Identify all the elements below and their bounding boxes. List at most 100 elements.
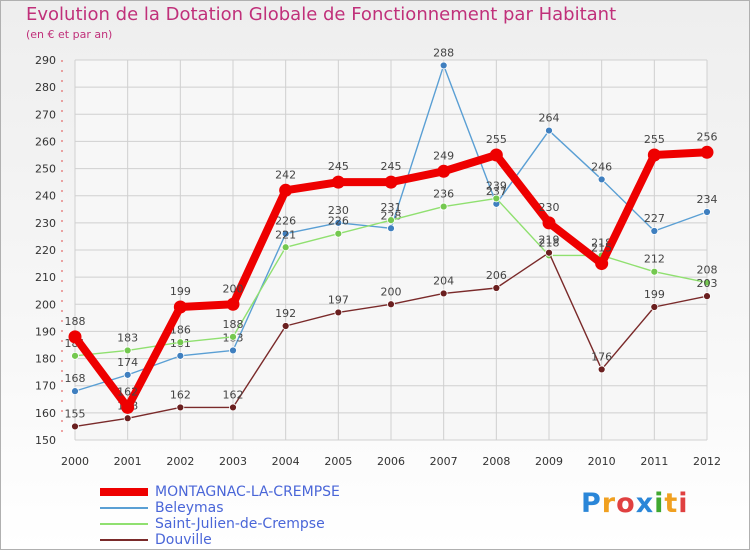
data-point-beleymas xyxy=(545,126,553,135)
data-point-douville xyxy=(545,248,553,257)
data-point-montagnac-la-crempse xyxy=(384,175,398,189)
x-tick-label: 2004 xyxy=(272,455,300,468)
y-tick-label: 250 xyxy=(35,163,56,176)
y-tick-label: 210 xyxy=(35,271,56,284)
logo-letter: i xyxy=(654,488,665,519)
x-tick-label: 2010 xyxy=(588,455,616,468)
data-label-beleymas: 288 xyxy=(433,46,454,59)
data-label-beleymas: 234 xyxy=(697,193,718,206)
logo-letter: i xyxy=(678,488,689,519)
chart-title: Evolution de la Dotation Globale de Fonc… xyxy=(26,4,617,25)
data-label-beleymas: 264 xyxy=(539,112,560,125)
data-point-saint-julien-de-crempse xyxy=(703,278,711,287)
data-point-douville xyxy=(492,284,501,292)
data-label-douville: 200 xyxy=(381,285,402,298)
data-point-beleymas xyxy=(597,175,606,184)
y-tick-label: 220 xyxy=(35,244,56,257)
data-point-beleymas xyxy=(123,370,132,379)
legend-swatch-saint-julien xyxy=(100,523,148,525)
data-label-montagnac-la-crempse: 255 xyxy=(644,133,665,146)
data-point-saint-julien-de-crempse xyxy=(387,216,395,225)
data-label-montagnac-la-crempse: 199 xyxy=(170,285,191,298)
data-label-montagnac-la-crempse: 249 xyxy=(433,149,454,162)
data-point-douville xyxy=(703,292,711,301)
data-point-douville xyxy=(71,422,79,431)
y-tick-label: 180 xyxy=(35,353,56,366)
data-point-montagnac-la-crempse xyxy=(542,216,556,230)
legend-swatch-beleymas xyxy=(100,507,148,509)
data-label-montagnac-la-crempse: 242 xyxy=(275,168,296,181)
logo-letter: o xyxy=(616,488,636,519)
proxiti-logo: Proxiti xyxy=(581,488,689,519)
x-tick-label: 2008 xyxy=(482,455,510,468)
logo-letter: P xyxy=(581,488,602,519)
data-label-saint-julien-de-crempse: 226 xyxy=(328,215,349,228)
data-point-beleymas xyxy=(281,229,290,238)
data-point-montagnac-la-crempse xyxy=(647,148,661,162)
data-label-saint-julien-de-crempse: 231 xyxy=(381,201,402,214)
data-label-douville: 204 xyxy=(433,274,454,287)
data-label-saint-julien-de-crempse: 212 xyxy=(644,253,665,266)
data-point-montagnac-la-crempse xyxy=(437,164,451,178)
data-label-douville: 155 xyxy=(65,407,86,420)
data-point-saint-julien-de-crempse xyxy=(650,267,659,276)
data-point-montagnac-la-crempse xyxy=(331,175,345,189)
legend-label-montagnac: MONTAGNAC-LA-CREMPSE xyxy=(155,484,340,500)
data-label-douville: 206 xyxy=(486,269,507,282)
y-tick-label: 240 xyxy=(35,190,56,203)
data-point-saint-julien-de-crempse xyxy=(281,243,290,252)
data-point-douville xyxy=(281,322,290,330)
data-label-beleymas: 230 xyxy=(328,204,349,217)
data-label-douville: 219 xyxy=(539,234,560,247)
data-point-saint-julien-de-crempse xyxy=(229,332,237,341)
data-point-saint-julien-de-crempse xyxy=(176,338,185,347)
data-label-douville: 176 xyxy=(591,350,612,363)
y-tick-label: 150 xyxy=(35,434,56,447)
data-point-montagnac-la-crempse xyxy=(700,145,714,159)
data-label-douville: 197 xyxy=(328,293,349,306)
data-label-montagnac-la-crempse: 255 xyxy=(486,133,507,146)
data-point-beleymas xyxy=(703,208,711,216)
legend-label-beleymas: Beleymas xyxy=(155,500,224,516)
x-tick-label: 2005 xyxy=(324,455,352,468)
data-point-beleymas xyxy=(71,387,79,396)
y-tick-label: 160 xyxy=(35,407,56,420)
x-tick-label: 2002 xyxy=(166,455,194,468)
data-label-douville: 192 xyxy=(275,307,296,320)
data-label-douville: 203 xyxy=(697,277,718,290)
data-point-saint-julien-de-crempse xyxy=(334,229,343,238)
x-tick-label: 2006 xyxy=(377,455,405,468)
data-point-douville xyxy=(123,414,132,423)
data-point-douville xyxy=(229,403,237,412)
data-label-beleymas: 226 xyxy=(275,215,296,228)
data-point-beleymas xyxy=(334,218,343,227)
data-point-douville xyxy=(597,365,606,374)
x-tick-label: 2011 xyxy=(640,455,668,468)
data-point-douville xyxy=(650,303,659,311)
data-label-saint-julien-de-crempse: 183 xyxy=(117,331,138,344)
data-label-douville: 162 xyxy=(223,388,244,401)
legend-label-douville: Douville xyxy=(155,532,212,548)
data-point-montagnac-la-crempse xyxy=(489,148,503,162)
legend-label-saint-julien: Saint-Julien-de-Crempse xyxy=(155,516,325,532)
data-point-montagnac-la-crempse xyxy=(226,297,240,311)
data-point-beleymas xyxy=(176,351,185,360)
x-tick-label: 2012 xyxy=(693,455,721,468)
data-point-douville xyxy=(387,300,395,309)
data-point-montagnac-la-crempse xyxy=(121,400,135,414)
data-point-montagnac-la-crempse xyxy=(279,183,293,197)
data-label-montagnac-la-crempse: 245 xyxy=(328,160,349,173)
data-label-saint-julien-de-crempse: 218 xyxy=(539,236,560,249)
data-point-beleymas xyxy=(439,61,448,70)
data-label-montagnac-la-crempse: 230 xyxy=(539,201,560,214)
data-point-douville xyxy=(176,403,185,412)
data-label-montagnac-la-crempse: 188 xyxy=(65,315,86,328)
logo-letter: r xyxy=(601,488,617,519)
data-point-saint-julien-de-crempse xyxy=(492,194,501,203)
y-tick-label: 270 xyxy=(35,108,56,121)
data-label-montagnac-la-crempse: 215 xyxy=(591,242,612,255)
data-point-montagnac-la-crempse xyxy=(173,300,187,314)
data-label-douville: 162 xyxy=(170,388,191,401)
x-tick-label: 2003 xyxy=(219,455,247,468)
